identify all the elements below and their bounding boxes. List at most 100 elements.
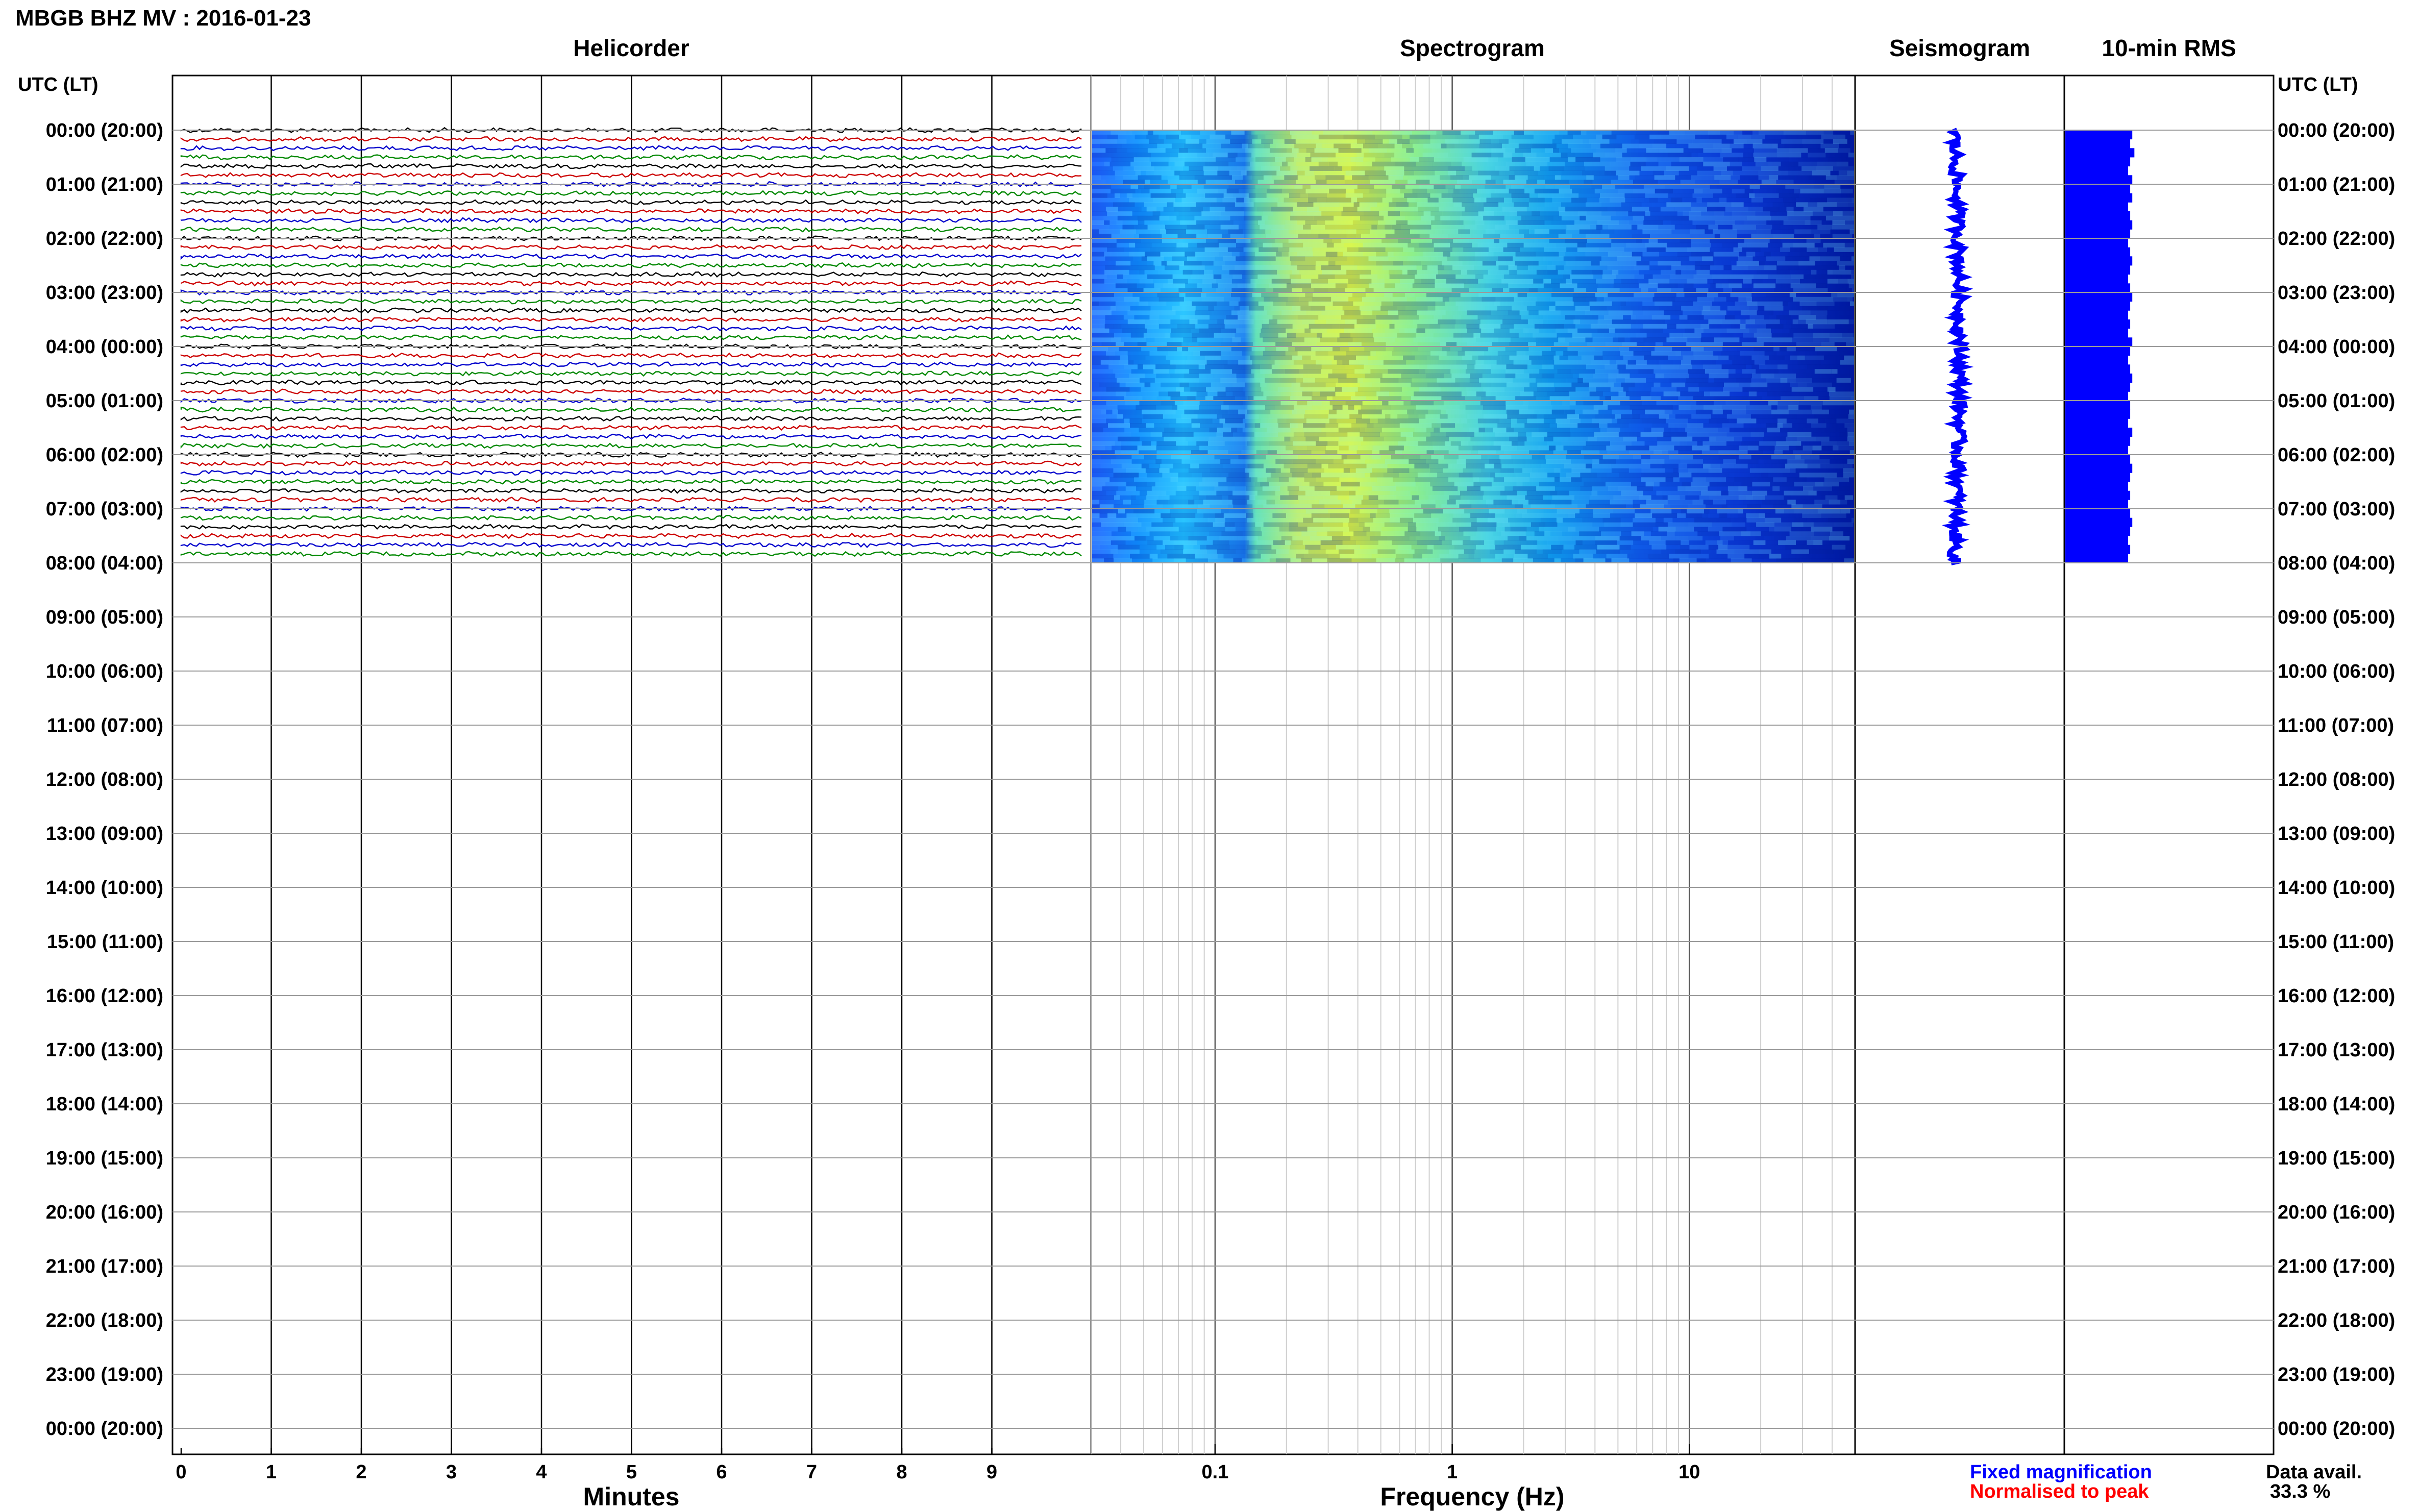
spectrogram-cell bbox=[1503, 180, 1526, 185]
spectrogram-cell bbox=[1331, 536, 1351, 541]
spectrogram-cell bbox=[1392, 540, 1417, 546]
spectrogram-cell bbox=[1250, 355, 1271, 360]
spectrogram-cell bbox=[1192, 333, 1214, 338]
spectrogram-cell bbox=[1395, 482, 1416, 487]
spectrogram-cell bbox=[1542, 364, 1554, 369]
rms-bar bbox=[2065, 283, 2131, 293]
spectrogram-cell bbox=[1784, 495, 1791, 500]
spectrogram-cell bbox=[1585, 256, 1601, 261]
spectrogram-cell bbox=[1683, 355, 1694, 360]
spectrogram-cell bbox=[1277, 269, 1292, 275]
spectrogram-cell bbox=[1296, 161, 1319, 167]
spectrogram-cell bbox=[1231, 279, 1251, 284]
spectrogram-cell bbox=[1560, 473, 1566, 478]
spectrogram-cell bbox=[1697, 170, 1721, 176]
spectrogram-cell bbox=[1265, 346, 1276, 352]
spectrogram-cell bbox=[1790, 283, 1816, 288]
spectrogram-cell bbox=[1372, 161, 1395, 167]
spectrogram-cell bbox=[1105, 319, 1128, 325]
spectrogram-cell bbox=[1227, 486, 1235, 491]
spectrogram-cell bbox=[1643, 310, 1664, 315]
spectrogram-cell bbox=[1175, 197, 1182, 203]
spectrogram-cell bbox=[1233, 432, 1245, 437]
spectrogram-cell bbox=[1153, 130, 1166, 135]
spectrogram-cell bbox=[1693, 274, 1712, 279]
spectrogram-cell bbox=[1649, 197, 1658, 203]
spectrogram-cell bbox=[1192, 337, 1198, 342]
spectrogram-cell bbox=[1586, 288, 1597, 293]
spectrogram-cell bbox=[1326, 396, 1333, 401]
spectrogram-cell bbox=[1708, 513, 1720, 518]
spectrogram-cell bbox=[1253, 319, 1263, 325]
spectrogram-cell bbox=[1117, 378, 1140, 383]
spectrogram-cell bbox=[1175, 428, 1190, 433]
spectrogram-cell bbox=[1697, 441, 1703, 446]
spectrogram-cell bbox=[1446, 279, 1467, 284]
spectrogram-cell bbox=[1791, 527, 1811, 532]
spectrogram-cell bbox=[1289, 414, 1304, 419]
spectrogram-cell bbox=[1754, 274, 1768, 279]
spectrogram-cell bbox=[1153, 197, 1175, 203]
spectrogram-cell bbox=[1673, 558, 1680, 563]
spectrogram-cell bbox=[1526, 207, 1537, 212]
spectrogram-cell bbox=[1769, 355, 1785, 360]
spectrogram-cell bbox=[1334, 247, 1347, 252]
spectrogram-cell bbox=[1684, 283, 1694, 288]
spectrogram-cell bbox=[1781, 161, 1789, 167]
spectrogram-cell bbox=[1641, 418, 1666, 424]
spectrogram-cell bbox=[1129, 269, 1139, 275]
spectrogram-cell bbox=[1432, 486, 1458, 491]
spectrogram-cell bbox=[1092, 490, 1106, 495]
spectrogram-cell bbox=[1583, 558, 1606, 563]
spectrogram-cell bbox=[1118, 509, 1125, 514]
spectrogram-cell bbox=[1553, 364, 1573, 369]
spectrogram-cell bbox=[1271, 544, 1290, 550]
spectrogram-cell bbox=[1502, 315, 1521, 320]
spectrogram-cell bbox=[1388, 211, 1400, 216]
spectrogram-cell bbox=[1113, 369, 1131, 374]
spectrogram-cell bbox=[1830, 229, 1850, 234]
spectrogram-cell bbox=[1726, 310, 1741, 315]
spectrogram-cell bbox=[1193, 409, 1211, 414]
spectrogram-cell bbox=[1386, 342, 1393, 347]
spectrogram-cell bbox=[1137, 215, 1159, 221]
spectrogram-cell bbox=[1691, 414, 1711, 419]
spectrogram-cell bbox=[1414, 409, 1428, 414]
spectrogram-cell bbox=[1347, 256, 1369, 261]
spectrogram-cell bbox=[1332, 269, 1347, 275]
spectrogram-cell bbox=[1710, 306, 1720, 311]
spectrogram-cell bbox=[1181, 414, 1198, 419]
spectrogram-cell bbox=[1092, 310, 1112, 315]
spectrogram-cell bbox=[1755, 161, 1768, 167]
spectrogram-cell bbox=[1731, 175, 1740, 180]
spectrogram-cell bbox=[1509, 188, 1525, 194]
spectrogram-cell bbox=[1631, 324, 1643, 329]
spectrogram-cell bbox=[1588, 207, 1608, 212]
spectrogram-cell bbox=[1477, 315, 1503, 320]
spectrogram-cell bbox=[1695, 134, 1710, 140]
spectrogram-cell bbox=[1579, 414, 1595, 419]
spectrogram-cell bbox=[1528, 310, 1539, 315]
spectrogram-cell bbox=[1770, 252, 1788, 257]
spectrogram-cell bbox=[1849, 409, 1854, 414]
spectrogram-cell bbox=[1372, 382, 1398, 387]
spectrogram-cell bbox=[1290, 396, 1312, 401]
spectrogram-cell bbox=[1674, 337, 1688, 342]
spectrogram-cell bbox=[1517, 418, 1527, 424]
spectrogram-cell bbox=[1785, 544, 1793, 550]
spectrogram-cell bbox=[1286, 418, 1306, 424]
spectrogram-cell bbox=[1120, 355, 1128, 360]
spectrogram-cell bbox=[1589, 301, 1612, 306]
spectrogram-cell bbox=[1801, 441, 1821, 446]
spectrogram-cell bbox=[1348, 522, 1359, 527]
spectrogram-cell bbox=[1431, 455, 1444, 460]
spectrogram-cell bbox=[1463, 531, 1476, 536]
spectrogram-cell bbox=[1248, 143, 1265, 148]
spectrogram-cell bbox=[1141, 463, 1149, 468]
spectrogram-cell bbox=[1252, 360, 1260, 365]
spectrogram-cell bbox=[1444, 455, 1459, 460]
spectrogram-cell bbox=[1298, 234, 1319, 239]
spectrogram-cell bbox=[1226, 468, 1245, 473]
spectrogram-cell bbox=[1440, 342, 1446, 347]
spectrogram-cell bbox=[1360, 238, 1382, 243]
